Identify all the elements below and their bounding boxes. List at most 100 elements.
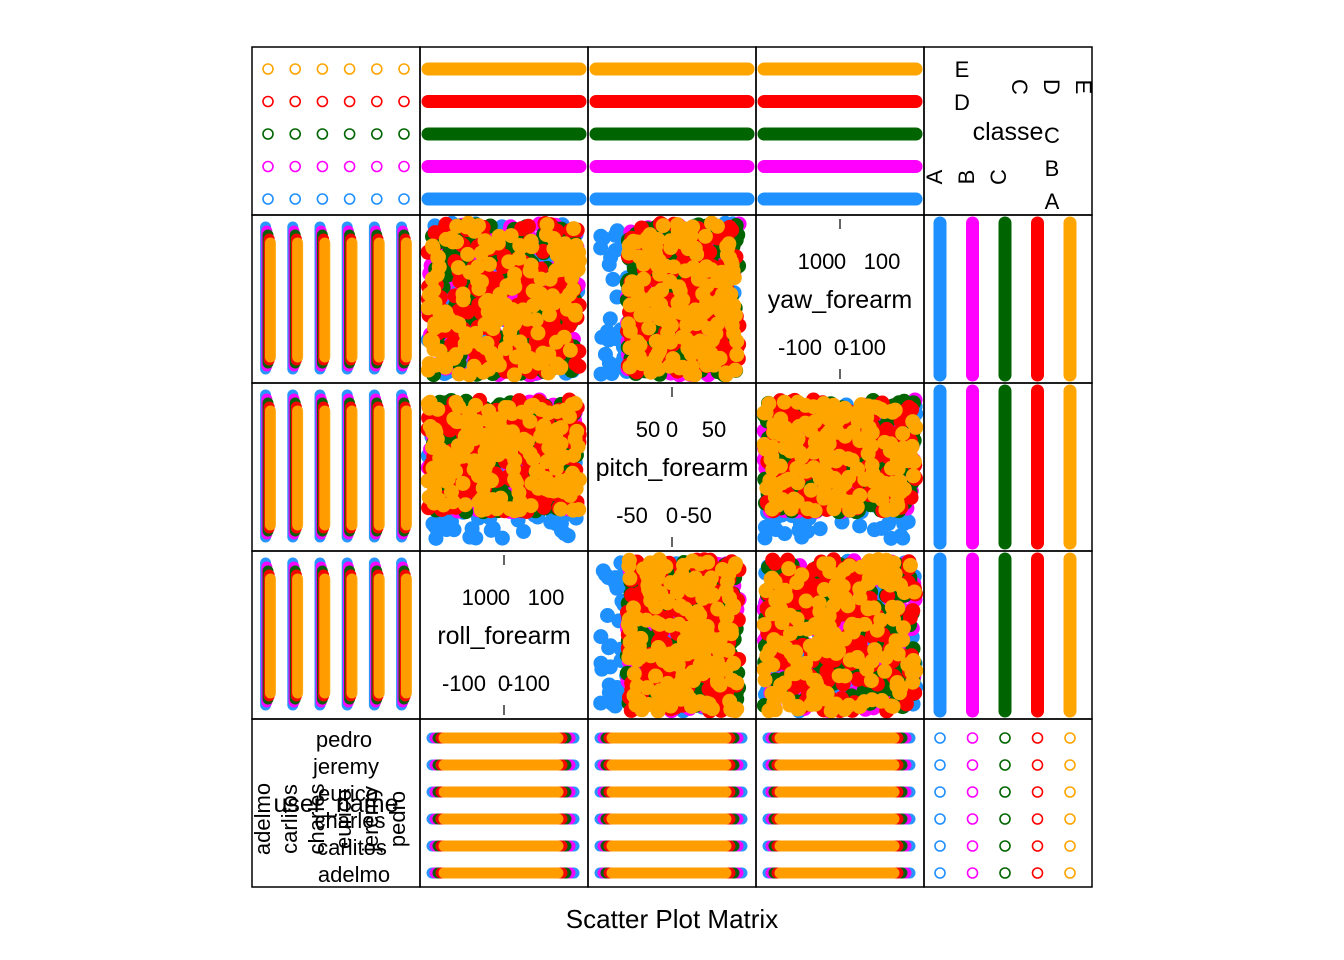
panel-yaw_forearm-vs-user_name xyxy=(260,221,412,375)
scatter-point xyxy=(593,695,609,711)
scatter-point xyxy=(825,397,841,413)
scatter-point xyxy=(370,128,383,140)
scatter-point xyxy=(503,228,519,244)
scatter-point xyxy=(430,249,446,265)
scatter-point xyxy=(778,473,794,489)
scatter-point xyxy=(607,575,623,591)
scatter-point xyxy=(863,438,879,454)
scatter-point xyxy=(316,95,329,108)
scatter-point xyxy=(784,497,800,513)
scatter-point xyxy=(601,355,617,371)
scatter-point xyxy=(289,160,302,173)
scatter-point xyxy=(629,652,645,668)
scatter-point xyxy=(567,302,583,318)
scatter-point xyxy=(684,553,700,569)
scatter-point xyxy=(426,341,442,357)
scatter-point xyxy=(807,503,823,519)
scatter-point xyxy=(719,574,735,590)
scatter-point xyxy=(493,305,509,321)
scatter-point xyxy=(685,260,701,276)
scatter-point xyxy=(525,298,541,314)
scatter-point xyxy=(506,367,522,383)
scatter-point xyxy=(662,233,678,249)
scatter-point xyxy=(757,530,773,546)
scatter-point xyxy=(514,221,530,237)
scatter-point xyxy=(650,345,666,361)
scatter-point xyxy=(724,222,740,238)
scatter-point xyxy=(768,522,784,538)
scatter-point xyxy=(877,434,893,450)
scatter-point xyxy=(601,684,617,700)
scatter-point xyxy=(717,619,733,635)
scatter-point xyxy=(477,233,493,249)
scatter-point xyxy=(818,442,834,458)
scatter-point xyxy=(852,401,868,417)
scatter-point xyxy=(523,498,539,514)
scatter-point xyxy=(798,463,814,479)
scatter-point xyxy=(538,470,554,486)
scatter-point xyxy=(530,325,546,341)
scatter-point xyxy=(597,566,613,582)
scatter-point xyxy=(729,675,745,691)
scatter-point xyxy=(398,193,410,205)
scatter-point xyxy=(837,409,853,425)
scatter-point xyxy=(262,128,274,140)
scatter-point xyxy=(857,471,873,487)
scatter-point xyxy=(605,271,621,287)
scatter-point xyxy=(650,703,666,719)
scatter-point xyxy=(758,405,774,421)
scatter-point xyxy=(262,193,274,205)
scatter-point xyxy=(507,266,523,282)
scatter-point xyxy=(470,218,486,234)
scatter-point xyxy=(570,261,586,277)
scatter-point xyxy=(548,516,564,532)
scatter-point xyxy=(828,422,844,438)
scatter-point xyxy=(561,286,577,302)
scatter-point xyxy=(398,160,410,173)
scatter-point xyxy=(430,491,446,507)
scatter-point xyxy=(905,468,921,484)
scatter-point xyxy=(601,257,617,273)
scatter-point xyxy=(507,503,523,519)
panel-roll_forearm-vs-user_name xyxy=(260,557,412,711)
scatter-point xyxy=(507,471,523,487)
panel-roll_forearm-vs-yaw_forearm xyxy=(756,552,924,719)
scatter-point xyxy=(652,683,668,699)
scatter-point xyxy=(828,453,844,469)
scatter-point xyxy=(548,334,564,350)
scatter-point xyxy=(652,310,668,326)
panel-classe-vs-pitch_forearm xyxy=(589,62,755,206)
scatter-point xyxy=(492,411,508,427)
scatter-point xyxy=(549,404,565,420)
scatter-point xyxy=(680,340,696,356)
scatter-point xyxy=(704,215,720,231)
scatter-point xyxy=(460,434,476,450)
scatter-point xyxy=(679,646,695,662)
scatter-point xyxy=(420,473,436,489)
scatter-point xyxy=(699,278,715,294)
panel-roll_forearm-vs-pitch_forearm xyxy=(593,552,747,719)
scatter-point xyxy=(625,600,641,616)
scatter-point xyxy=(522,446,538,462)
scatter-point xyxy=(692,621,708,637)
scatter-point xyxy=(483,522,499,538)
scatter-point xyxy=(710,601,726,617)
scatter-point xyxy=(451,318,467,334)
scatter-point xyxy=(440,310,456,326)
scatter-point xyxy=(262,95,274,108)
scatter-point xyxy=(632,693,648,709)
scatter-point xyxy=(826,470,842,486)
scatter-point xyxy=(813,471,829,487)
scatter-point xyxy=(568,356,584,372)
scatter-point xyxy=(842,494,858,510)
scatter-point xyxy=(553,262,569,278)
scatter-point xyxy=(773,413,789,429)
panel-pitch_forearm-vs-yaw_forearm xyxy=(756,392,924,546)
scatter-point xyxy=(670,295,686,311)
scatter-point xyxy=(662,273,678,289)
scatter-point xyxy=(660,325,676,341)
scatter-point xyxy=(343,128,356,140)
scatter-point xyxy=(460,246,476,262)
scatter-point xyxy=(908,419,924,435)
